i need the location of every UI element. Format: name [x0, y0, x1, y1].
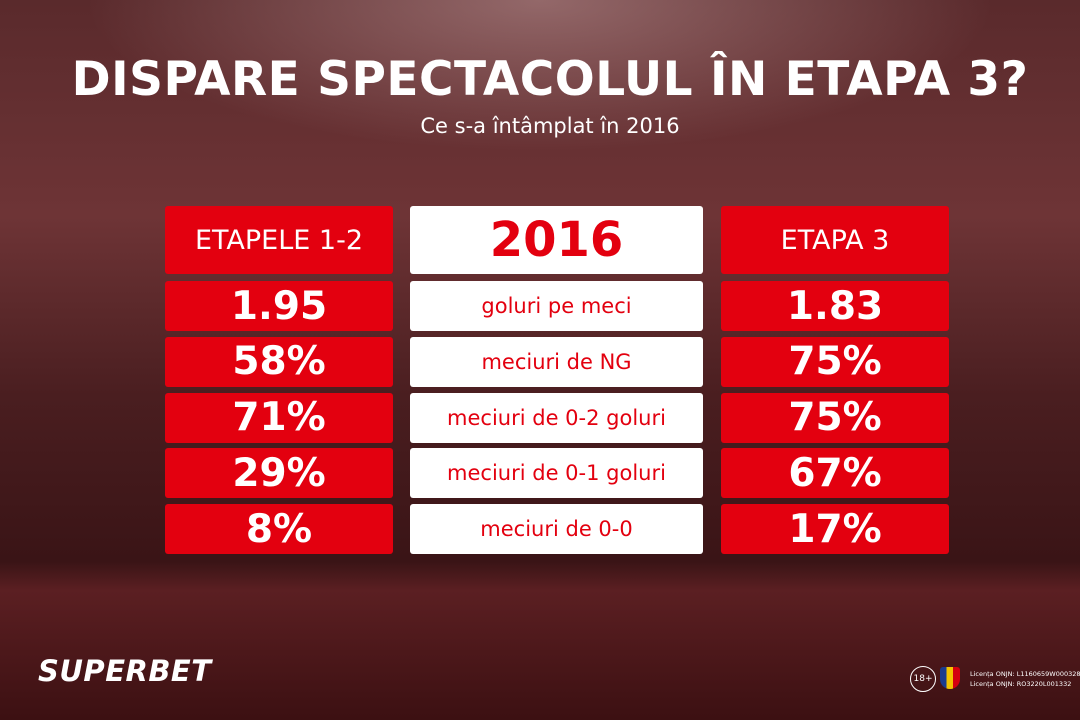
stat-value: 1.95 [165, 281, 393, 331]
title: DISPARE SPECTACOLUL ÎN ETAPA 3? [71, 52, 1029, 107]
stat-value: 67% [721, 448, 949, 499]
stat-value: 8% [165, 504, 393, 555]
stat-label: meciuri de 0-0 [410, 504, 703, 555]
crest-icon [940, 667, 960, 689]
stat-label: goluri pe meci [410, 281, 703, 331]
stat-label: meciuri de 0-2 goluri [410, 392, 703, 443]
stat-value: 75% [721, 392, 949, 443]
stat-value: 75% [721, 336, 949, 387]
stat-value: 17% [721, 504, 949, 555]
column-header: ETAPA 3 [721, 206, 949, 274]
stat-label: meciuri de 0-1 goluri [410, 448, 703, 499]
stat-value: 58% [165, 336, 393, 387]
brand-logo: SUPERBET [38, 654, 212, 688]
subtitle: Ce s-a întâmplat în 2016 [420, 114, 680, 138]
stat-value: 71% [165, 392, 393, 443]
stat-value: 29% [165, 448, 393, 499]
column-header: ETAPELE 1-2 [165, 206, 393, 274]
license-text: Licența ONJN: L1160659W000328 [970, 670, 1080, 678]
age-badge: 18+ [910, 666, 936, 692]
column-header: 2016 [410, 206, 703, 274]
stat-label: meciuri de NG [410, 336, 703, 387]
stat-value: 1.83 [721, 281, 949, 331]
license-text: Licența ONJN: RO3220L001332 [970, 680, 1072, 688]
